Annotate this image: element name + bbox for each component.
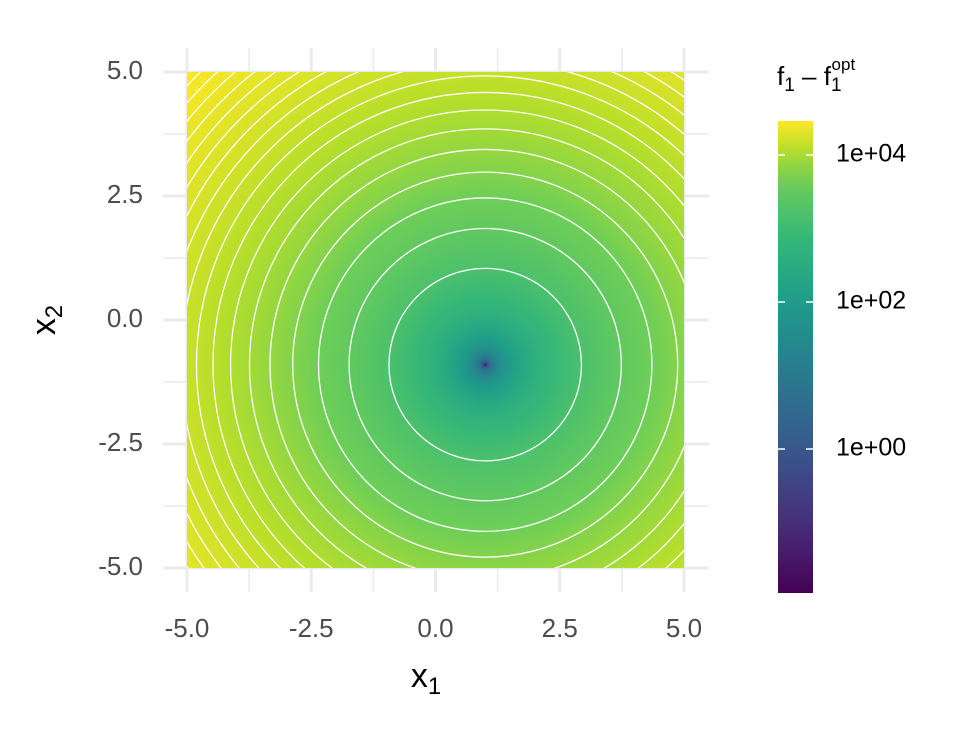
- y-title-base: x: [25, 318, 63, 335]
- contour-line: [195, 75, 684, 568]
- legend-title-sub2: 1: [831, 75, 842, 96]
- legend-title-sub: 1: [784, 75, 795, 96]
- colorbar-label: 1e+02: [836, 287, 906, 315]
- contour-line: [292, 171, 679, 558]
- legend-title-base: f: [777, 61, 785, 91]
- axes: -5.0 -2.5 0.0 2.5 5.0 -5.0 -2.5 0.0 2.5 5.0: [98, 55, 702, 643]
- legend: 1e+00 1e+02 1e+04: [778, 121, 906, 593]
- contour-line: [229, 109, 684, 568]
- x-tick-label: 2.5: [542, 613, 578, 643]
- x-tick-label: -2.5: [289, 613, 334, 643]
- y-title-sub: 2: [41, 305, 68, 318]
- y-tick-label: 5.0: [107, 55, 143, 85]
- contour-line: [248, 128, 684, 568]
- x-tick-label: 5.0: [666, 613, 702, 643]
- y-tick-label: -2.5: [98, 427, 143, 457]
- legend-title: f1 – f1opt: [777, 55, 855, 96]
- x-tick-label: -5.0: [165, 613, 210, 643]
- legend-title-op: –: [795, 61, 824, 91]
- colorbar-label: 1e+04: [836, 140, 906, 168]
- x-axis-title: x1: [411, 657, 441, 700]
- colorbar-label: 1e+00: [836, 434, 906, 462]
- contour-line: [269, 148, 684, 568]
- colorbar: [778, 121, 813, 593]
- heatmap: [187, 72, 684, 568]
- contour-line: [212, 91, 684, 568]
- y-axis-title: x2: [25, 305, 68, 335]
- contour-line: [317, 197, 653, 532]
- legend-title-sup2: opt: [832, 55, 856, 74]
- y-tick-label: -5.0: [98, 551, 143, 581]
- x-title-sub: 1: [428, 673, 441, 700]
- x-tick-label: 0.0: [417, 613, 453, 643]
- field: [187, 72, 684, 568]
- legend-title-base2: f: [824, 61, 832, 91]
- contour-line: [348, 227, 622, 502]
- contours: [187, 72, 684, 568]
- y-tick-label: 0.0: [107, 303, 143, 333]
- contour-line: [388, 267, 583, 462]
- y-tick-label: 2.5: [107, 179, 143, 209]
- x-title-base: x: [411, 657, 428, 695]
